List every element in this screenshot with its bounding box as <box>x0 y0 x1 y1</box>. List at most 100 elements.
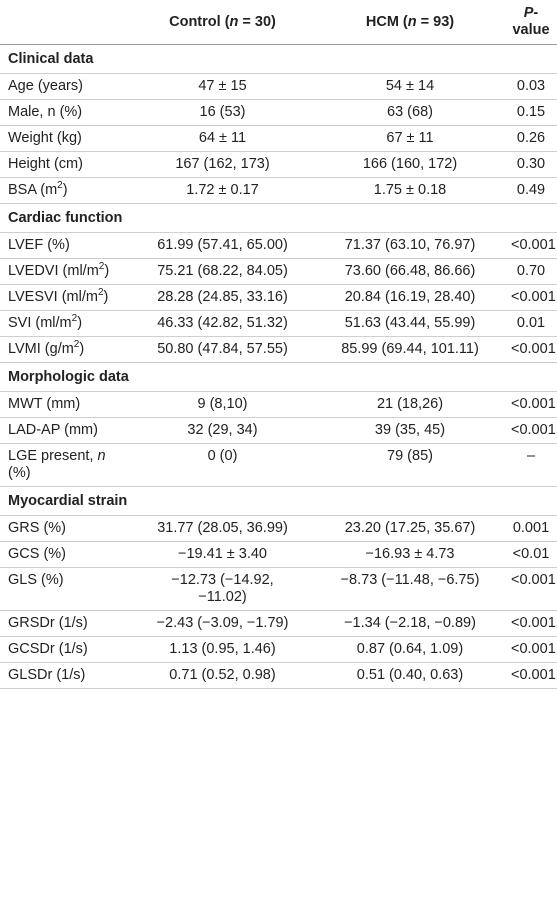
cell: <0.01 <box>505 541 557 568</box>
cell: 85.99 (69.44, 101.11) <box>315 336 505 363</box>
cell-text: −19.41 ± 3.40 <box>178 546 267 562</box>
text: n <box>97 448 106 464</box>
cell-text: −8.73 (−11.48, −6.75) <box>340 572 480 588</box>
cell-text: 0.03 <box>516 78 546 94</box>
row-label: GRS (%) <box>0 515 130 542</box>
cell: 32 (29, 34) <box>130 417 315 444</box>
row-label: GCS (%) <box>0 541 130 568</box>
cell-text: 71.37 (63.10, 76.97) <box>344 237 476 253</box>
cell-text: −1.34 (−2.18, −0.89) <box>344 615 476 631</box>
text: HCM ( <box>365 13 408 30</box>
text: GRSDr (1/s) <box>8 615 88 631</box>
cell: 31.77 (28.05, 36.99) <box>130 515 315 542</box>
cell-text: <0.001 <box>511 667 556 683</box>
cell-text: 39 (35, 45) <box>374 422 446 438</box>
cell: −19.41 ± 3.40 <box>130 541 315 568</box>
cell: 21 (18,26) <box>315 391 505 418</box>
text: = 30) <box>238 13 276 30</box>
cell: – <box>505 443 557 487</box>
table-body: Clinical data Age (years) 47 ± 15 54 ± 14 0.… <box>0 44 557 689</box>
cell: −8.73 (−11.48, −6.75) <box>315 567 505 611</box>
cell-text: 0.26 <box>516 130 546 146</box>
text: ) <box>77 315 83 331</box>
cell: 28.28 (24.85, 33.16) <box>130 284 315 311</box>
superscript: 2 <box>98 261 105 273</box>
header-row: Control (n = 30) HCM (n = 93) P-value <box>0 0 557 45</box>
cell: −2.43 (−3.09, −1.79) <box>130 610 315 637</box>
cell: <0.001 <box>505 336 557 363</box>
table-row: GCSDr (1/s) 1.13 (0.95, 1.46) 0.87 (0.64, … <box>0 636 557 663</box>
cell: 0.71 (0.52, 0.98) <box>130 662 315 689</box>
cell-text: 47 ± 15 <box>198 78 247 94</box>
cell: −1.34 (−2.18, −0.89) <box>315 610 505 637</box>
table-row: LVEF (%) 61.99 (57.41, 65.00) 71.37 (63.10… <box>0 232 557 259</box>
row-label: LVESVI (ml/m2) <box>0 284 130 311</box>
table-row: LVMI (g/m2) 50.80 (47.84, 57.55) 85.99 (69… <box>0 336 557 363</box>
cell: <0.001 <box>505 232 557 259</box>
cell: 50.80 (47.84, 57.55) <box>130 336 315 363</box>
text: Male, n (%) <box>8 104 83 120</box>
text: Weight (kg) <box>8 130 82 146</box>
cell: 0.001 <box>505 515 557 542</box>
row-label: GRSDr (1/s) <box>0 610 130 637</box>
cell: 71.37 (63.10, 76.97) <box>315 232 505 259</box>
cell-text: 0.001 <box>512 520 550 536</box>
text: ) <box>103 289 109 305</box>
header-cell: Control (n = 30) <box>130 0 315 45</box>
cell-text: 0.71 (0.52, 0.98) <box>169 667 276 683</box>
cell: 54 ± 14 <box>315 73 505 100</box>
superscript: 2 <box>71 313 78 325</box>
cell-text: 0.51 (0.40, 0.63) <box>356 667 464 683</box>
section-row: Myocardial strain <box>0 486 557 516</box>
section-row: Morphologic data <box>0 362 557 392</box>
cell-text: 23.20 (17.25, 35.67) <box>344 520 476 536</box>
cell-text: 1.75 ± 0.18 <box>373 182 447 198</box>
cell: <0.001 <box>505 417 557 444</box>
cell: 20.84 (16.19, 28.40) <box>315 284 505 311</box>
cell-text: 0.49 <box>516 182 546 198</box>
text: ) <box>79 341 85 357</box>
cell-text: – <box>526 448 536 464</box>
text: LVEF (%) <box>8 237 70 253</box>
cell-text: 1.13 (0.95, 1.46) <box>169 641 276 657</box>
cell: 79 (85) <box>315 443 505 487</box>
text: LVESVI (ml/m <box>8 289 98 305</box>
table-row: LGE present, n (%) 0 (0) 79 (85) – <box>0 443 557 487</box>
text: LVEDVI (ml/m <box>8 263 99 279</box>
cell: <0.001 <box>505 636 557 663</box>
cell-text: <0.001 <box>511 422 556 438</box>
cell: 9 (8,10) <box>130 391 315 418</box>
cell-text: <0.001 <box>511 237 556 253</box>
cell: <0.001 <box>505 610 557 637</box>
cell: 167 (162, 173) <box>130 151 315 178</box>
cell-text: 1.72 ± 0.17 <box>186 182 259 198</box>
cell: 63 (68) <box>315 99 505 126</box>
cell-text: 61.99 (57.41, 65.00) <box>157 237 288 253</box>
table-row: MWT (mm) 9 (8,10) 21 (18,26) <0.001 <box>0 391 557 418</box>
text: ) <box>62 182 68 198</box>
cell-text: 46.33 (42.82, 51.32) <box>157 315 288 331</box>
table-row: SVI (ml/m2) 46.33 (42.82, 51.32) 51.63 (43… <box>0 310 557 337</box>
cell-text: 32 (29, 34) <box>187 422 258 438</box>
cell-text: 16 (53) <box>199 104 246 120</box>
row-label: Weight (kg) <box>0 125 130 152</box>
cell-text: 73.60 (66.48, 86.66) <box>344 263 476 279</box>
cell-text: <0.001 <box>511 396 556 412</box>
row-label: MWT (mm) <box>0 391 130 418</box>
cell: 0.87 (0.64, 1.09) <box>315 636 505 663</box>
cell: 73.60 (66.48, 86.66) <box>315 258 505 285</box>
table-row: BSA (m2) 1.72 ± 0.17 1.75 ± 0.18 0.49 <box>0 177 557 204</box>
text: P <box>523 5 534 21</box>
table-row: GLS (%) −12.73 (−14.92, −11.02) −8.73 (−11… <box>0 567 557 611</box>
cell: 67 ± 11 <box>315 125 505 152</box>
cell: 61.99 (57.41, 65.00) <box>130 232 315 259</box>
row-label: Male, n (%) <box>0 99 130 126</box>
cell-text: 0.30 <box>516 156 546 172</box>
section-title: Myocardial strain <box>0 486 557 516</box>
cell: 1.75 ± 0.18 <box>315 177 505 204</box>
cell-text: 51.63 (43.44, 55.99) <box>344 315 476 331</box>
cell: 166 (160, 172) <box>315 151 505 178</box>
row-label: GCSDr (1/s) <box>0 636 130 663</box>
section-title: Morphologic data <box>0 362 557 392</box>
cell: −12.73 (−14.92, −11.02) <box>130 567 315 611</box>
